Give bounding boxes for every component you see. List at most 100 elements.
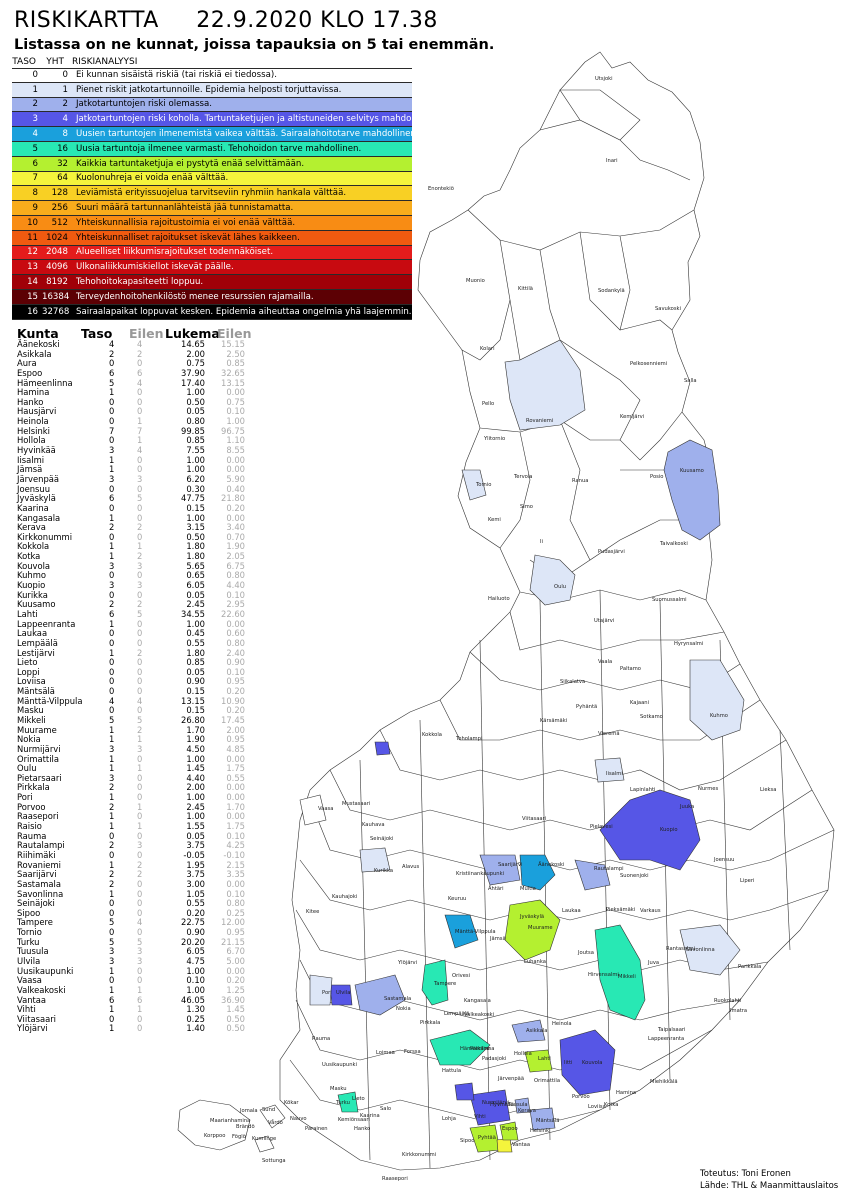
map-label: Varkaus — [640, 908, 661, 914]
region-hameenlinna — [429, 1029, 491, 1066]
lukema-value: 1.00 — [186, 512, 205, 523]
taso-value: 3 — [109, 580, 115, 591]
lukema-value: 1.00 — [186, 618, 205, 629]
eilen-taso-value: 0 — [137, 811, 143, 822]
eilen-lukema-value: 1.70 — [226, 801, 245, 812]
kunta-name: Tampere — [17, 917, 53, 928]
taso-value: 3 — [109, 445, 115, 456]
lukema-value: 0.15 — [186, 686, 205, 697]
kunta-name: Savonlinna — [17, 888, 64, 899]
eilen-taso-value: 0 — [137, 830, 143, 841]
legend-taso: 15 — [27, 291, 38, 302]
list-item: Kuopio 3 3 6.05 4.40 — [17, 580, 257, 591]
list-item: Valkeakoski 1 1 1.00 1.25 — [17, 985, 257, 996]
list-item: Uusikaupunki 1 0 1.00 0.00 — [17, 966, 257, 977]
map-label: Sastamala — [384, 996, 411, 1002]
legend-analysis: Leviämistä erityissuojelua tarvitseviin … — [76, 188, 347, 199]
map-label: Kärsämäki — [540, 718, 567, 724]
map-label: Taivalkoski — [659, 541, 688, 547]
taso-value: 6 — [109, 367, 115, 378]
map-label: Saarijärvi — [498, 862, 523, 868]
map-label: Porvoo — [572, 1094, 590, 1100]
lukema-value: 0.90 — [186, 927, 205, 938]
taso-value: 2 — [109, 869, 115, 880]
list-item: Jämsä 1 0 1.00 0.00 — [17, 465, 257, 475]
list-item: Kuusamo 2 2 2.45 2.95 — [17, 600, 257, 610]
legend-row: 13 4096 Ulkonaliikkumiskiellot iskevät pää… — [12, 260, 412, 276]
kunta-name: Jämsä — [17, 464, 43, 475]
list-item: Sipoo 0 0 0.20 0.25 — [17, 908, 257, 919]
map-label: Enontekiö — [428, 186, 454, 192]
kunta-name: Aura — [17, 358, 37, 369]
eilen-lukema-value: 0.00 — [226, 792, 245, 803]
list-item: Loviisa 0 0 0.90 0.95 — [17, 677, 257, 687]
eilen-taso-value: 0 — [137, 406, 143, 417]
map-label: Orimattila — [534, 1078, 560, 1084]
map-label: Nauvo — [290, 1116, 307, 1122]
taso-value: 1 — [109, 753, 115, 764]
legend-row: 2 2 Jatkotartuntojen riski olemassa. — [12, 97, 412, 113]
list-item: Hanko 0 0 0.50 0.75 — [17, 396, 257, 408]
eilen-lukema-value: 1.90 — [226, 541, 245, 552]
map-label: Toholampi — [455, 736, 482, 742]
legend-analysis: Sairaalapaikat loppuvat kesken. Epidemia… — [76, 306, 412, 317]
kunta-name: Kangasala — [17, 512, 61, 523]
lukema-value: 0.50 — [186, 396, 205, 407]
taso-value: 1 — [109, 792, 115, 803]
eilen-lukema-value: 2.50 — [226, 348, 245, 359]
map-label: Luhanka — [524, 959, 546, 965]
eilen-taso-value: 0 — [137, 1013, 143, 1024]
eilen-lukema-value: -0.10 — [223, 849, 245, 860]
legend-analysis: Uusien tartuntojen ilmenemistä vaikea vä… — [76, 129, 412, 140]
lukema-value: 1.00 — [186, 753, 205, 764]
legend-header-analysis: RISKIANALYYSI — [72, 56, 138, 67]
taso-value: 3 — [109, 956, 115, 966]
kunta-name: Vaasa — [17, 975, 42, 986]
eilen-lukema-value: 17.45 — [221, 714, 245, 725]
region-tornio — [461, 469, 487, 501]
eilen-lukema-value: 0.20 — [226, 502, 245, 513]
taso-value: 1 — [109, 618, 115, 629]
eilen-lukema-value: 0.20 — [226, 686, 245, 697]
eilen-taso-value: 2 — [137, 522, 143, 533]
lukema-value: 37.90 — [181, 367, 205, 378]
list-item: Nokia 1 1 1.90 0.95 — [17, 735, 257, 745]
kunta-name: Turku — [17, 936, 40, 947]
map-label: Kolari — [480, 346, 495, 352]
map-label: Kemijärvi — [620, 414, 644, 420]
lukema-value: 1.90 — [186, 734, 205, 745]
map-label: Asikkala — [526, 1028, 547, 1034]
map-label: Utajärvi — [594, 618, 614, 624]
lukema-value: 0.55 — [186, 898, 205, 909]
map-label: Vantaa — [512, 1142, 530, 1148]
legend-analysis: Kaikkia tartuntaketjuja ei pystytä enää … — [76, 158, 305, 169]
map-label: Mäntsälä — [536, 1118, 559, 1124]
map-label: Loviisa — [588, 1104, 606, 1110]
list-item: Iisalmi 1 0 1.00 0.00 — [17, 455, 257, 466]
kunta-name: Kotka — [17, 551, 41, 562]
taso-value: 0 — [109, 666, 115, 677]
eilen-taso-value: 4 — [137, 445, 143, 456]
eilen-lukema-value: 2.40 — [226, 647, 245, 658]
taso-value: 2 — [109, 348, 115, 359]
list-header-lukema: Lukema — [165, 326, 220, 341]
taso-value: 0 — [109, 502, 115, 513]
map-label: Vihti — [474, 1114, 486, 1120]
map-label: Inari — [606, 158, 618, 164]
taso-value: 2 — [109, 599, 115, 610]
legend-analysis: Tehohoitokapasiteetti loppuu. — [76, 277, 204, 288]
map-label: Pielavesi — [590, 824, 613, 830]
taso-value: 1 — [109, 1023, 115, 1034]
region-asikkala — [511, 1019, 546, 1043]
list-item: Saarijärvi 2 2 3.75 3.35 — [17, 870, 257, 880]
map-label: Ylitornio — [483, 436, 505, 442]
legend-yht: 4096 — [46, 262, 68, 273]
eilen-lukema-value: 32.65 — [221, 367, 245, 378]
map-label: Kuopio — [660, 827, 678, 833]
map-label: Hailuoto — [488, 596, 510, 602]
map-labels: Utsjoki Inari Enontekiö Kittilä Sodankylä Muo… — [204, 76, 776, 1182]
taso-value: 0 — [109, 416, 115, 427]
lukema-value: 2.00 — [186, 348, 205, 359]
lukema-value: 6.20 — [186, 473, 205, 484]
list-header: Kunta Taso Eilen Lukema Eilen — [17, 326, 257, 341]
